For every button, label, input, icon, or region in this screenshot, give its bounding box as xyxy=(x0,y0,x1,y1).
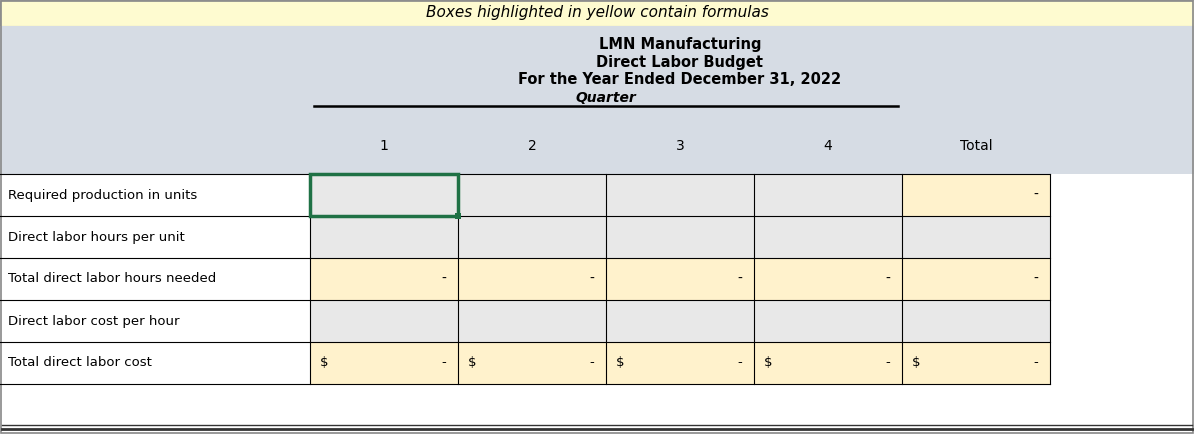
Bar xyxy=(607,300,753,342)
Bar xyxy=(310,174,458,216)
Bar xyxy=(0,342,310,384)
Text: 4: 4 xyxy=(824,139,832,153)
Text: -: - xyxy=(590,356,593,369)
Text: -: - xyxy=(441,272,447,286)
Bar xyxy=(458,258,607,300)
Bar xyxy=(0,300,310,342)
Bar xyxy=(0,26,1194,174)
Bar xyxy=(310,258,458,300)
Text: LMN Manufacturing: LMN Manufacturing xyxy=(598,36,762,52)
Bar xyxy=(901,216,1050,258)
Text: For the Year Ended December 31, 2022: For the Year Ended December 31, 2022 xyxy=(518,72,842,88)
Text: -: - xyxy=(1033,188,1038,202)
Bar xyxy=(310,342,458,384)
Bar xyxy=(458,216,607,258)
Text: Direct labor cost per hour: Direct labor cost per hour xyxy=(8,315,179,328)
Bar xyxy=(901,300,1050,342)
Text: Total direct labor cost: Total direct labor cost xyxy=(8,356,152,369)
Text: -: - xyxy=(737,356,741,369)
Text: Required production in units: Required production in units xyxy=(8,188,197,201)
Text: Boxes highlighted in yellow contain formulas: Boxes highlighted in yellow contain form… xyxy=(425,6,769,20)
Bar xyxy=(458,342,607,384)
Bar xyxy=(753,216,901,258)
Text: Direct Labor Budget: Direct Labor Budget xyxy=(597,55,763,69)
Bar xyxy=(0,0,1194,26)
Bar xyxy=(310,300,458,342)
Text: 1: 1 xyxy=(380,139,388,153)
Bar xyxy=(753,300,901,342)
Bar xyxy=(310,174,458,216)
Text: 3: 3 xyxy=(676,139,684,153)
Text: 2: 2 xyxy=(528,139,536,153)
Text: -: - xyxy=(885,356,890,369)
Bar xyxy=(901,174,1050,216)
Text: $: $ xyxy=(616,356,624,369)
Text: -: - xyxy=(442,356,447,369)
Bar xyxy=(753,342,901,384)
Bar xyxy=(458,300,607,342)
Bar xyxy=(607,216,753,258)
Bar xyxy=(753,258,901,300)
Bar xyxy=(455,213,461,219)
Bar xyxy=(901,342,1050,384)
Text: $: $ xyxy=(320,356,328,369)
Bar xyxy=(607,258,753,300)
Bar xyxy=(310,216,458,258)
Bar xyxy=(0,216,310,258)
Text: -: - xyxy=(1033,356,1038,369)
Bar xyxy=(753,174,901,216)
Text: Direct labor hours per unit: Direct labor hours per unit xyxy=(8,230,185,243)
Bar xyxy=(901,258,1050,300)
Bar xyxy=(0,258,310,300)
Bar xyxy=(0,174,310,216)
Text: $: $ xyxy=(912,356,921,369)
Text: Quarter: Quarter xyxy=(576,91,636,105)
Bar xyxy=(458,174,607,216)
Text: -: - xyxy=(1033,272,1038,286)
Text: $: $ xyxy=(468,356,476,369)
Text: -: - xyxy=(589,272,593,286)
Bar xyxy=(607,342,753,384)
Bar xyxy=(607,174,753,216)
Text: -: - xyxy=(885,272,890,286)
Text: $: $ xyxy=(764,356,773,369)
Text: Total direct labor hours needed: Total direct labor hours needed xyxy=(8,273,216,286)
Text: Total: Total xyxy=(960,139,992,153)
Text: -: - xyxy=(737,272,741,286)
